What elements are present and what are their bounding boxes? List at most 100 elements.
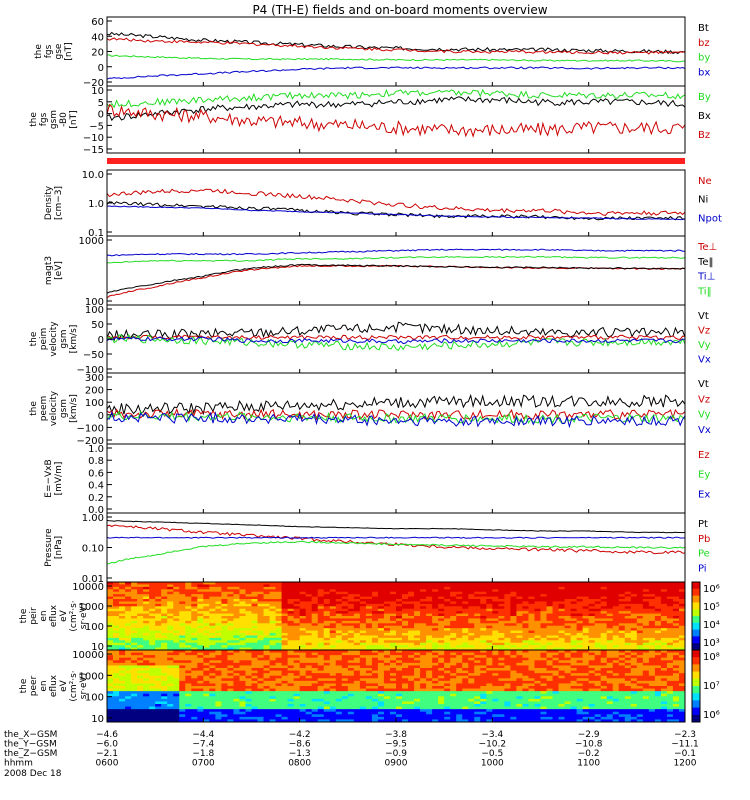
spectrogram-cell (233, 655, 240, 659)
spectrogram-cell (347, 698, 355, 702)
spectrogram-cell (215, 606, 222, 610)
spectrogram-cell (239, 691, 246, 695)
spectrogram-cell (492, 719, 499, 723)
spectrogram-cell (624, 601, 632, 605)
spectrogram-cell (426, 657, 433, 661)
spectrogram-cell (263, 686, 271, 690)
spectrogram-cell (137, 608, 144, 612)
spectrogram-cell (227, 640, 234, 644)
spectrogram-cell (371, 620, 379, 624)
spectrogram-cell (624, 640, 632, 644)
spectrogram-cell (510, 670, 517, 674)
spectrogram-cell (125, 601, 132, 605)
spectrogram-cell (474, 635, 481, 639)
spectrogram-cell (576, 647, 584, 651)
spectrogram-cell (347, 652, 355, 656)
spectrogram-cell (456, 594, 463, 598)
spectrogram-cell (287, 680, 295, 684)
spectrogram-cell (648, 635, 656, 639)
spectrogram-cell (456, 683, 463, 687)
spectrogram-cell (233, 642, 240, 646)
spectrogram-cell (486, 584, 493, 588)
spectrogram-cell (456, 650, 463, 654)
spectrogram-cell (408, 704, 415, 708)
spectrogram-cell (558, 647, 566, 651)
legend-Bz: Bz (698, 130, 710, 141)
spectrogram-cell (203, 601, 210, 605)
spectrogram-cell (408, 625, 415, 629)
y-axis-label: sr·eV) (79, 603, 89, 629)
spectrogram-cell (347, 630, 355, 634)
spectrogram-cell (462, 599, 469, 602)
spectrogram-cell (359, 686, 367, 690)
spectrogram-cell (335, 673, 343, 677)
spectrogram-cell (269, 645, 277, 649)
spectrogram-cell (131, 691, 138, 695)
spectrogram-cell (510, 645, 517, 649)
spectrogram-cell (275, 613, 283, 617)
spectrogram-cell (269, 680, 277, 684)
spectrogram-cell (353, 591, 361, 595)
spectrogram-cell (528, 591, 535, 595)
spectrogram-cell (185, 655, 192, 659)
spectrogram-cell (305, 645, 313, 649)
spectrogram-cell (137, 673, 144, 677)
spectrogram-cell (137, 630, 144, 634)
spectrogram-cell (227, 645, 234, 649)
spectrogram-cell (185, 696, 192, 700)
spectrogram-cell (642, 596, 650, 600)
spectrogram-cell (263, 633, 271, 636)
spectrogram-cell (335, 603, 343, 607)
spectrogram-cell (377, 680, 385, 684)
colorbar-segment (692, 602, 700, 607)
spectrogram-cell (534, 620, 541, 624)
spectrogram-cell (293, 591, 301, 595)
spectrogram-cell (420, 698, 427, 702)
spectrogram-cell (197, 645, 204, 649)
spectrogram-cell (468, 711, 475, 715)
spectrogram-cell (432, 645, 439, 649)
spectrogram-cell (492, 594, 499, 598)
spectrogram-cell (191, 603, 198, 607)
spectrogram-cell (269, 650, 277, 654)
spectrogram-cell (119, 645, 126, 649)
spectrogram-cell (474, 596, 481, 600)
spectrogram-cell (456, 591, 463, 595)
spectrogram-cell (371, 596, 379, 600)
spectrogram-cell (371, 594, 379, 598)
spectrogram-cell (654, 625, 662, 629)
spectrogram-cell (305, 670, 313, 674)
spectrogram-cell (558, 623, 566, 627)
spectrogram-cell (462, 714, 469, 718)
spectrogram-cell (612, 623, 620, 627)
spectrogram-cell (396, 660, 403, 664)
spectrogram-cell (287, 662, 295, 666)
spectrogram-cell (474, 680, 481, 684)
spectrogram-cell (396, 701, 403, 705)
spectrogram-cell (402, 616, 409, 619)
spectrogram-cell (305, 709, 313, 713)
spectrogram-cell (528, 586, 535, 590)
spectrogram-cell (438, 635, 445, 639)
spectrogram-cell (522, 673, 529, 677)
spectrogram-cell (420, 660, 427, 664)
spectrogram-cell (414, 680, 421, 684)
spectrogram-cell (185, 613, 192, 617)
spectrogram-cell (305, 691, 313, 695)
spectrogram-cell (203, 657, 210, 661)
spectrogram-cell (197, 670, 204, 674)
spectrogram-cell (498, 640, 505, 644)
spectrogram-cell (353, 630, 361, 634)
spectrogram-cell (389, 670, 397, 674)
colorbar-segment (692, 636, 700, 641)
spectrogram-cell (323, 601, 331, 605)
spectrogram-cell (444, 657, 451, 661)
spectrogram-cell (486, 594, 493, 598)
spectrogram-cell (191, 642, 198, 646)
spectrogram-cell (456, 633, 463, 636)
spectrogram-cell (456, 678, 463, 682)
spectrogram-cell (215, 660, 222, 664)
spectrogram-cell (323, 714, 331, 718)
spectrogram-cell (426, 660, 433, 664)
spectrogram-cell (492, 606, 499, 610)
